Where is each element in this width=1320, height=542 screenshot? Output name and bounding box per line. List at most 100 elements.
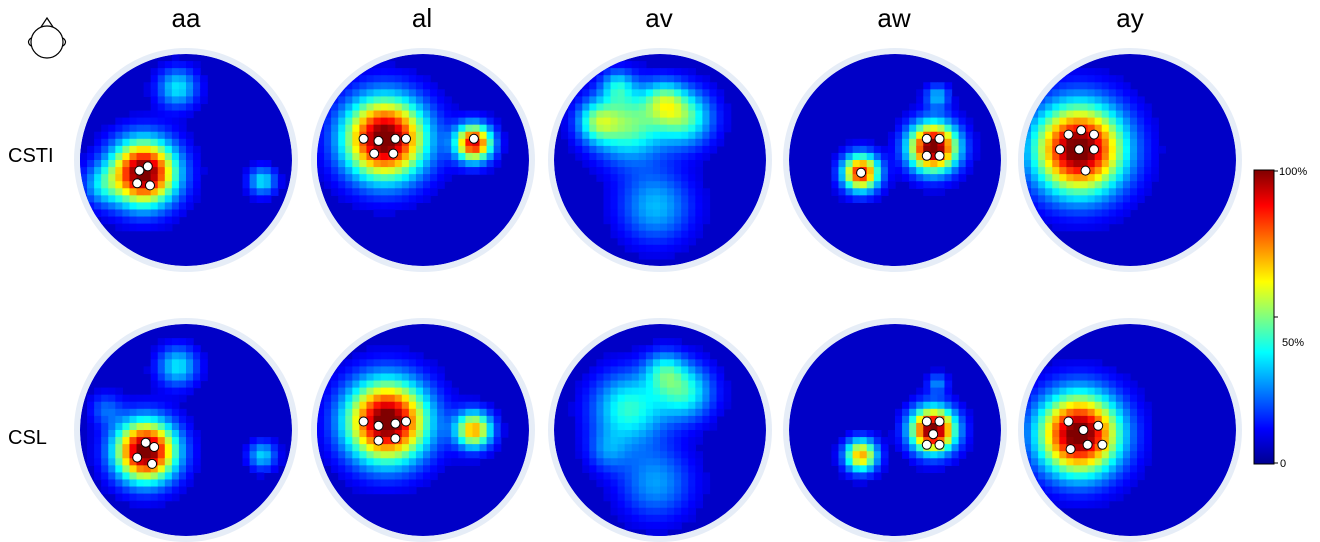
heat-cell — [645, 352, 654, 360]
heat-cell — [1094, 493, 1103, 502]
heat-cell — [171, 437, 180, 445]
heat-cell — [667, 373, 675, 382]
heat-cell — [366, 131, 375, 140]
heat-cell — [1052, 486, 1060, 495]
heat-cell — [270, 444, 279, 452]
heat-cell — [366, 160, 375, 168]
heat-cell — [674, 521, 682, 530]
heat-cell — [186, 188, 194, 196]
heat-cell — [923, 430, 931, 438]
heat-cell — [681, 366, 689, 375]
heat-cell — [465, 138, 474, 147]
heat-cell — [617, 408, 626, 417]
heat-cell — [458, 138, 466, 147]
heat-cell — [242, 188, 251, 196]
heat-cell — [415, 394, 424, 403]
heat-cell — [1094, 138, 1103, 147]
heat-cell — [645, 394, 654, 403]
heat-cell — [178, 430, 187, 438]
heat-cell — [193, 61, 201, 69]
heat-cell — [345, 401, 353, 410]
heat-cell — [324, 437, 332, 445]
heat-cell — [164, 338, 173, 346]
heat-cell — [1045, 195, 1053, 203]
heat-cell — [444, 458, 452, 466]
heat-cell — [1066, 472, 1075, 481]
heat-cell — [916, 89, 924, 97]
heat-cell — [972, 131, 981, 140]
heat-cell — [101, 465, 109, 473]
heat-cell — [709, 422, 718, 431]
heat-cell — [324, 415, 332, 424]
heat-cell — [1144, 408, 1152, 417]
heat-cell — [80, 181, 88, 189]
heat-cell — [178, 486, 187, 495]
heat-cell — [1038, 373, 1046, 382]
heat-cell — [129, 138, 138, 147]
heat-cell — [596, 479, 605, 488]
heat-cell — [610, 131, 619, 140]
heat-cell — [359, 465, 368, 473]
heat-cell — [1052, 167, 1060, 175]
heat-cell — [596, 401, 605, 410]
heat-cell — [394, 451, 403, 459]
heat-cell — [617, 181, 626, 189]
heat-cell — [1031, 160, 1039, 168]
heat-cell — [1151, 145, 1159, 154]
heat-cell — [1052, 366, 1060, 375]
heat-cell — [709, 103, 718, 112]
activation-field — [317, 54, 529, 266]
heat-cell — [575, 131, 583, 140]
heat-cell — [345, 380, 353, 389]
heat-cell — [366, 138, 375, 147]
heat-cell — [1130, 160, 1138, 168]
heat-cell — [387, 472, 396, 481]
heat-cell — [965, 124, 974, 133]
heat-cell — [193, 465, 201, 473]
heat-cell — [157, 359, 166, 367]
heat-cell — [603, 373, 612, 382]
heat-cell — [1073, 458, 1082, 466]
heat-cell — [465, 458, 474, 466]
heat-cell — [660, 89, 668, 97]
heat-cell — [895, 174, 903, 182]
heat-cell — [387, 117, 396, 126]
heat-cell — [1115, 209, 1124, 218]
heat-cell — [909, 422, 917, 431]
heat-cell — [667, 237, 675, 246]
heat-cell — [115, 124, 123, 133]
heat-cell — [437, 96, 445, 105]
heat-cell — [1059, 160, 1067, 168]
heat-cell — [603, 124, 612, 133]
heat-cell — [359, 472, 368, 481]
heat-cell — [1094, 167, 1103, 175]
heat-cell — [716, 401, 725, 410]
heat-cell — [1059, 437, 1067, 445]
heat-cell — [486, 131, 495, 140]
heat-cell — [1045, 493, 1053, 502]
heat-cell — [256, 181, 265, 189]
heat-cell — [157, 394, 166, 403]
heat-cell — [866, 472, 875, 481]
heat-cell — [667, 451, 675, 459]
heat-cell — [652, 152, 661, 161]
heat-cell — [270, 451, 279, 459]
heat-cell — [200, 96, 208, 105]
heat-cell — [115, 167, 123, 175]
electrode-marker — [1076, 125, 1087, 136]
heat-cell — [136, 124, 145, 133]
heat-cell — [965, 415, 974, 424]
heat-cell — [493, 422, 502, 431]
heat-cell — [401, 68, 410, 76]
heat-cell — [1101, 394, 1110, 403]
heat-cell — [723, 380, 732, 389]
heat-cell — [423, 89, 431, 97]
heat-cell — [631, 117, 640, 126]
heat-cell — [352, 188, 360, 196]
heat-cell — [193, 145, 201, 154]
heat-cell — [1024, 96, 1032, 105]
heat-cell — [852, 160, 861, 168]
heat-cell — [1094, 387, 1103, 396]
heat-cell — [359, 96, 368, 105]
heat-cell — [873, 430, 882, 438]
